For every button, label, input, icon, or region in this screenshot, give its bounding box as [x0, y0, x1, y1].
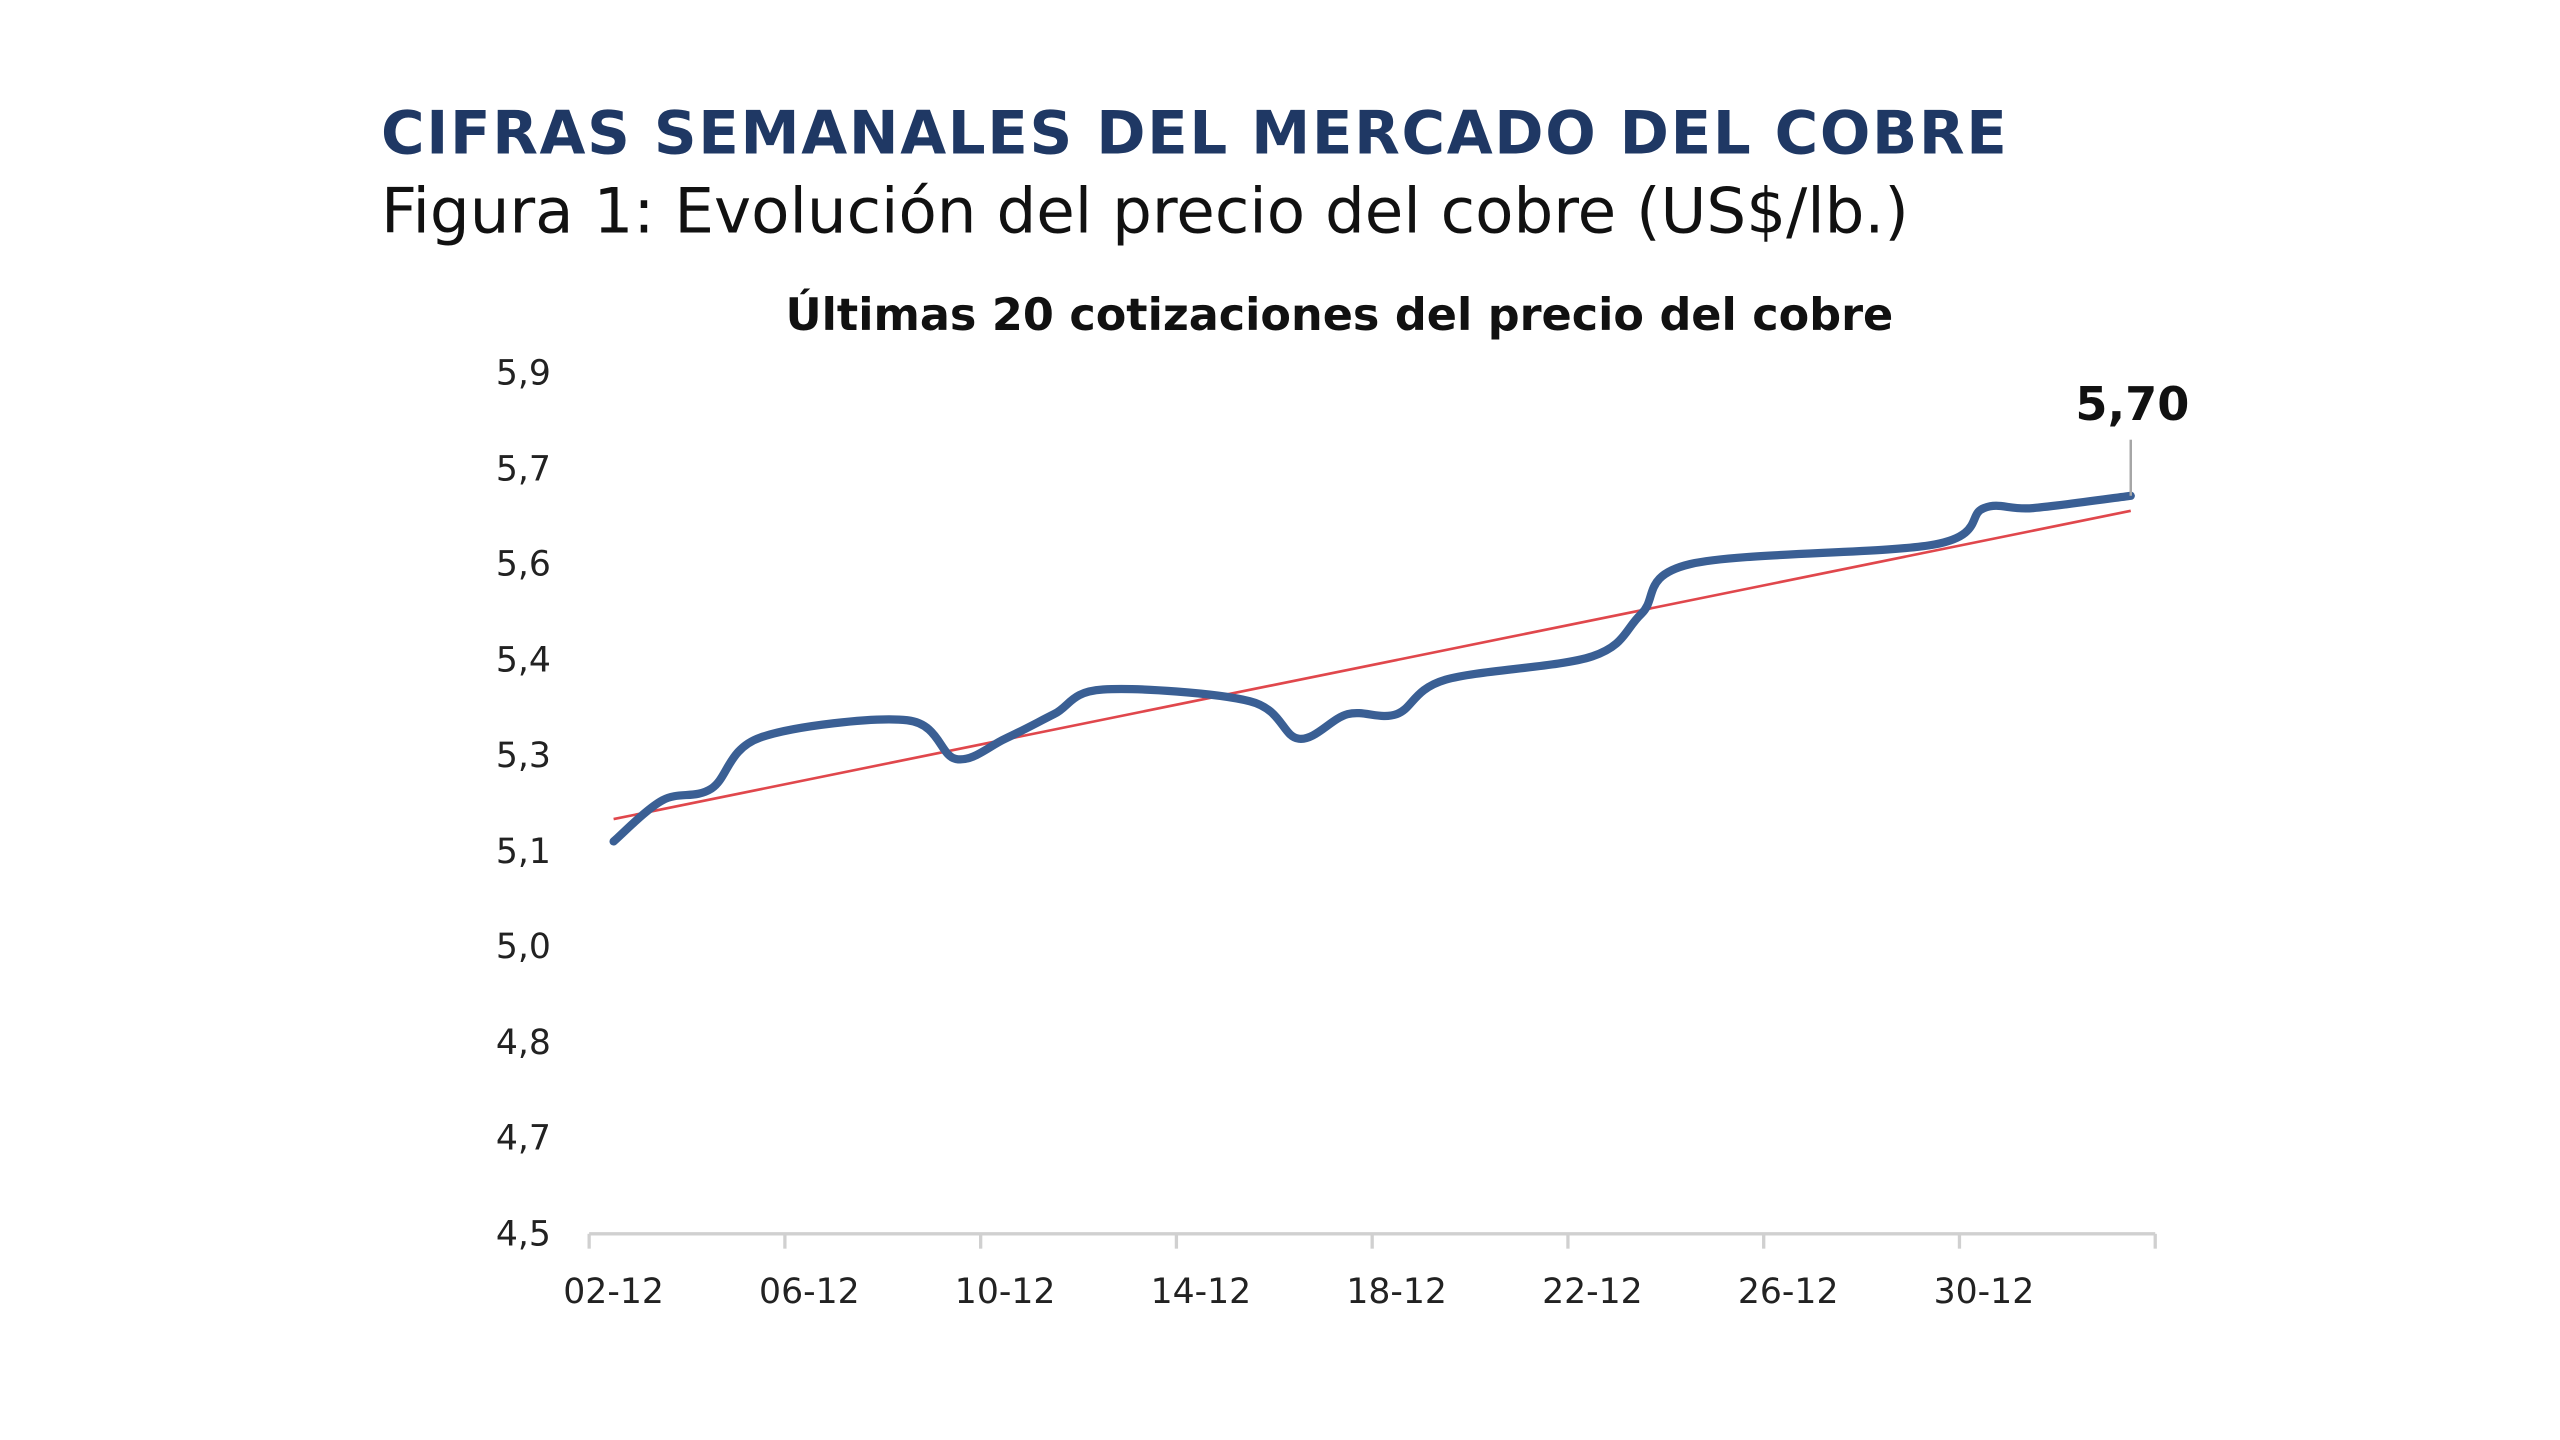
y-tick-label: 4,7 — [496, 1118, 551, 1158]
x-tick-label: 18-12 — [1346, 1272, 1447, 1312]
figure-caption: Figura 1: Evolución del precio del cobre… — [381, 175, 1909, 248]
x-tick-label: 06-12 — [759, 1272, 860, 1312]
y-tick-label: 4,5 — [496, 1214, 551, 1254]
y-tick-label: 5,6 — [496, 545, 551, 585]
y-tick-label: 5,9 — [496, 353, 551, 393]
y-tick-label: 5,4 — [496, 641, 551, 681]
x-tick-label: 30-12 — [1934, 1272, 2035, 1312]
y-tick-label: 4,8 — [496, 1023, 551, 1063]
y-tick-label: 5,3 — [496, 736, 551, 776]
price-line — [609, 491, 2135, 846]
page-title: CIFRAS SEMANALES DEL MERCADO DEL COBRE — [381, 99, 2008, 168]
y-tick-label: 5,7 — [496, 449, 551, 489]
x-tick-label: 22-12 — [1542, 1272, 1643, 1312]
x-tick-label: 26-12 — [1738, 1272, 1839, 1312]
x-tick-label: 14-12 — [1151, 1272, 1252, 1312]
x-tick-label: 10-12 — [955, 1272, 1056, 1312]
trend-line — [613, 509, 2132, 821]
chart-title: Últimas 20 cotizaciones del precio del c… — [786, 288, 1894, 341]
x-tick-label: 02-12 — [563, 1272, 664, 1312]
value-label: 5,70 — [2075, 377, 2189, 431]
y-tick-label: 5,1 — [496, 832, 551, 872]
y-tick-label: 5,0 — [496, 927, 551, 967]
